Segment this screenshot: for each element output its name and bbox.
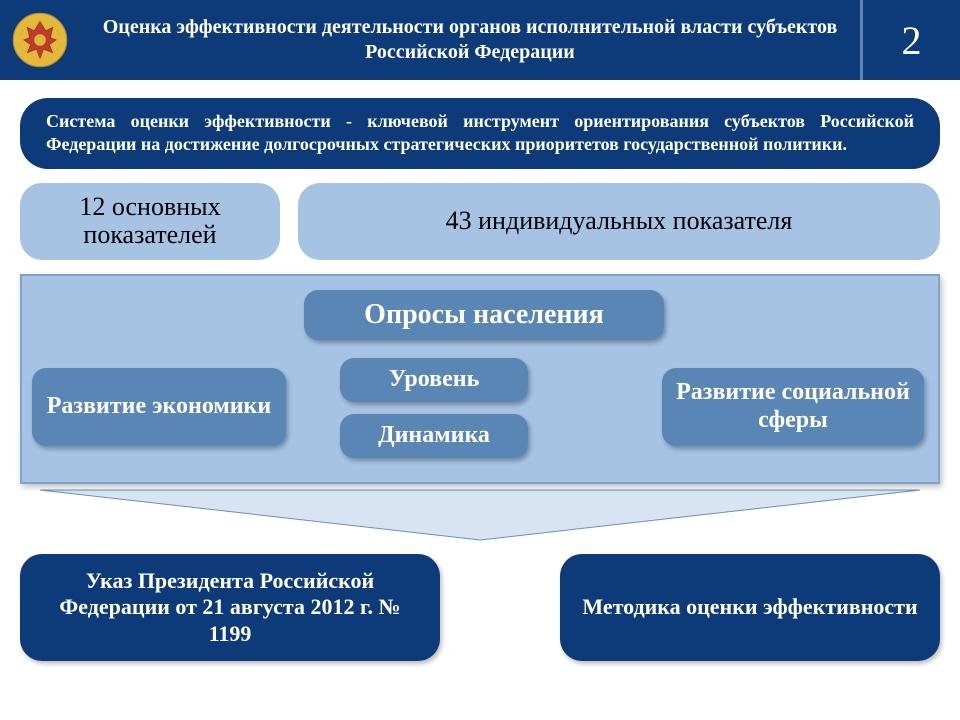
box-method: Методика оценки эффективности bbox=[560, 554, 940, 661]
box-surveys: Опросы населения bbox=[304, 290, 664, 340]
pill-individual-indicators: 43 индивидуальных показателя bbox=[298, 183, 940, 260]
box-social: Развитие социальной сферы bbox=[662, 368, 924, 446]
down-arrow bbox=[0, 488, 960, 544]
intro-text: Система оценки эффективности - ключевой … bbox=[20, 98, 940, 169]
box-economy: Развитие экономики bbox=[32, 368, 286, 446]
box-dynamics: Динамика bbox=[340, 414, 528, 458]
diagram-panel: Опросы населения Уровень Динамика Развит… bbox=[20, 274, 940, 484]
header: Оценка эффективности деятельности органо… bbox=[0, 0, 960, 80]
indicator-pills: 12 основных показателей 43 индивидуальны… bbox=[20, 183, 940, 260]
emblem bbox=[0, 0, 80, 80]
pill-main-indicators: 12 основных показателей bbox=[20, 183, 280, 260]
bottom-row: Указ Президента Российской Федерации от … bbox=[20, 554, 940, 661]
page-number: 2 bbox=[860, 0, 960, 80]
page-title: Оценка эффективности деятельности органо… bbox=[80, 0, 860, 80]
box-decree: Указ Президента Российской Федерации от … bbox=[20, 554, 440, 661]
box-level: Уровень bbox=[340, 358, 528, 402]
